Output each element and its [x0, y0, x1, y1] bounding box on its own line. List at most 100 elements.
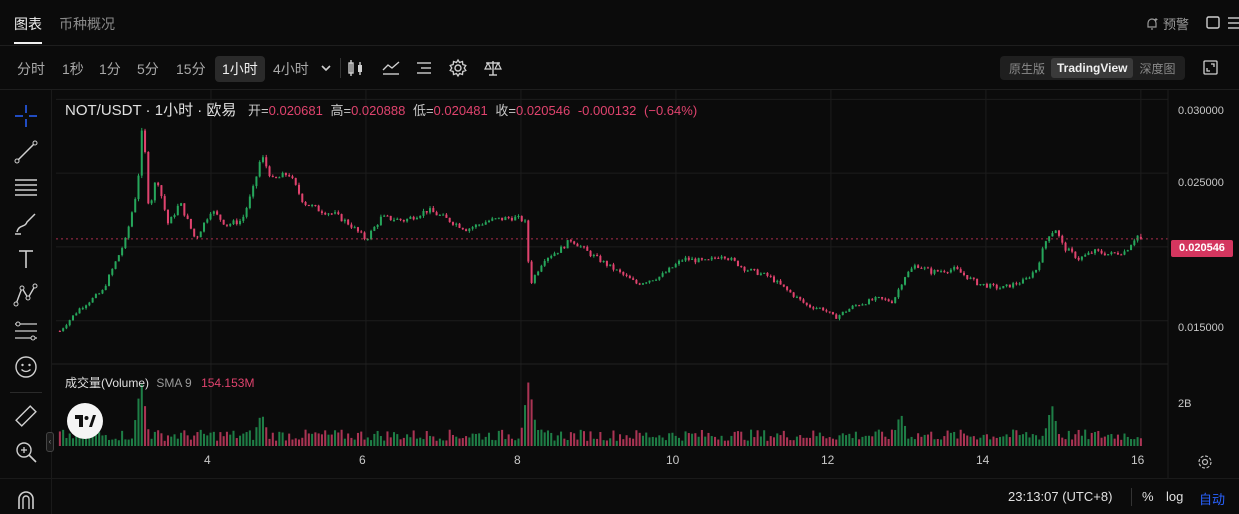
candle-body	[953, 267, 956, 270]
candle-body	[904, 277, 907, 285]
candle-252	[884, 297, 887, 301]
collapse-toolbar-handle[interactable]: ‹	[46, 432, 54, 452]
candle-191	[684, 255, 687, 262]
percent-toggle[interactable]: %	[1142, 489, 1154, 504]
ruler-icon[interactable]	[13, 403, 39, 429]
candle-body	[736, 260, 739, 267]
time-axis-settings-icon[interactable]	[1197, 454, 1213, 470]
log-toggle[interactable]: log	[1166, 489, 1184, 504]
crosshair-icon[interactable]	[13, 103, 39, 129]
window-icon[interactable]	[1206, 16, 1220, 29]
horizontal-lines-icon[interactable]	[13, 174, 39, 200]
candle-34	[170, 216, 173, 224]
tab-coin-overview[interactable]: 币种概况	[59, 16, 115, 32]
volume-bar-152	[556, 435, 559, 446]
magnet-icon[interactable]	[13, 487, 39, 513]
zoom-in-icon[interactable]	[13, 439, 39, 465]
volume-bar-187	[671, 432, 674, 446]
candle-body	[746, 270, 749, 272]
brush-icon[interactable]	[13, 210, 39, 236]
candle-body	[271, 176, 274, 178]
candle-body	[1107, 254, 1110, 256]
candle-body	[225, 224, 228, 226]
candle-214	[759, 272, 762, 276]
volume-bar-278	[969, 436, 972, 446]
x-tick-4: 4	[204, 453, 211, 467]
volume-bar-217	[769, 436, 772, 446]
candlestick-type-icon[interactable]	[346, 58, 366, 78]
volume-bar-202	[720, 435, 723, 446]
candle-134	[497, 217, 500, 220]
candle-140	[517, 214, 520, 219]
view-depth[interactable]: 深度图	[1139, 61, 1176, 76]
timeframe-4h[interactable]: 4小时	[273, 61, 309, 77]
volume-bar-199	[710, 436, 713, 446]
indicators-icon[interactable]	[381, 58, 401, 78]
volume-bar-238	[838, 435, 841, 446]
candle-187	[671, 267, 674, 269]
candle-264	[923, 266, 926, 271]
candle-147	[540, 264, 543, 273]
symbol-label[interactable]: NOT/USDT · 1小时 · 欧易	[65, 102, 237, 119]
candle-body	[1057, 230, 1060, 236]
alert-button[interactable]: 预警	[1145, 14, 1189, 33]
candle-body	[592, 254, 595, 257]
candle-286	[995, 283, 998, 291]
timeframe-1h[interactable]: 1小时	[215, 56, 265, 82]
candle-55	[239, 218, 242, 226]
timeframe-5m[interactable]: 5分	[137, 61, 159, 77]
volume-bar-32	[163, 440, 166, 446]
auto-scale-toggle[interactable]: 自动	[1199, 492, 1226, 507]
candle-body	[1116, 252, 1119, 255]
candle-130	[484, 220, 487, 225]
fullscreen-icon[interactable]	[1203, 60, 1218, 75]
candle-47	[212, 210, 215, 216]
candle-body	[419, 215, 422, 218]
candle-body	[992, 283, 995, 285]
candle-83	[330, 212, 333, 216]
candle-body	[946, 272, 949, 274]
candle-114	[432, 205, 435, 213]
volume-bar-79	[317, 433, 320, 446]
volume-bar-185	[664, 440, 667, 446]
candle-5	[75, 312, 78, 316]
pattern-tool-icon[interactable]	[13, 282, 39, 308]
volume-bar-122	[458, 438, 461, 446]
timeframe-1m[interactable]: 1分	[99, 61, 121, 77]
timeframe-fenshi[interactable]: 分时	[17, 61, 45, 77]
gear-icon[interactable]	[448, 58, 468, 78]
candle-52	[229, 223, 232, 227]
tab-chart[interactable]: 图表	[14, 16, 42, 32]
candle-33	[166, 209, 169, 226]
candle-326	[1126, 249, 1129, 252]
volume-bar-144	[530, 399, 533, 446]
candle-170	[615, 269, 618, 271]
candle-body	[451, 222, 454, 225]
volume-bar-15	[107, 439, 111, 446]
volume-bar-191	[684, 431, 687, 446]
fib-tool-icon[interactable]	[13, 318, 39, 344]
candle-body	[432, 208, 435, 213]
volume-bar-224	[792, 440, 795, 446]
timeframe-1s[interactable]: 1秒	[62, 61, 84, 77]
candle-198	[707, 259, 710, 261]
scale-balance-icon[interactable]	[483, 58, 503, 78]
volume-legend: 成交量(Volume) SMA 9 154.153M	[65, 374, 254, 391]
text-tool-icon[interactable]	[13, 246, 39, 272]
layout-list-icon[interactable]	[414, 58, 434, 78]
chevron-down-icon[interactable]	[320, 63, 332, 73]
volume-bar-71	[291, 439, 294, 446]
trendline-icon[interactable]	[13, 139, 39, 165]
volume-bar-143	[527, 382, 530, 446]
emoji-icon[interactable]	[13, 354, 39, 380]
candle-body	[926, 267, 929, 269]
candle-20	[124, 237, 127, 249]
candle-50	[222, 219, 225, 225]
candle-266	[930, 266, 933, 276]
utc-clock[interactable]: 23:13:07 (UTC+8)	[1008, 489, 1113, 504]
view-tradingview[interactable]: TradingView	[1051, 58, 1134, 78]
volume-title[interactable]: 成交量(Volume)	[65, 376, 150, 390]
view-native[interactable]: 原生版	[1009, 61, 1046, 76]
timeframe-15m[interactable]: 15分	[176, 61, 206, 77]
menu-icon[interactable]	[1228, 17, 1239, 29]
